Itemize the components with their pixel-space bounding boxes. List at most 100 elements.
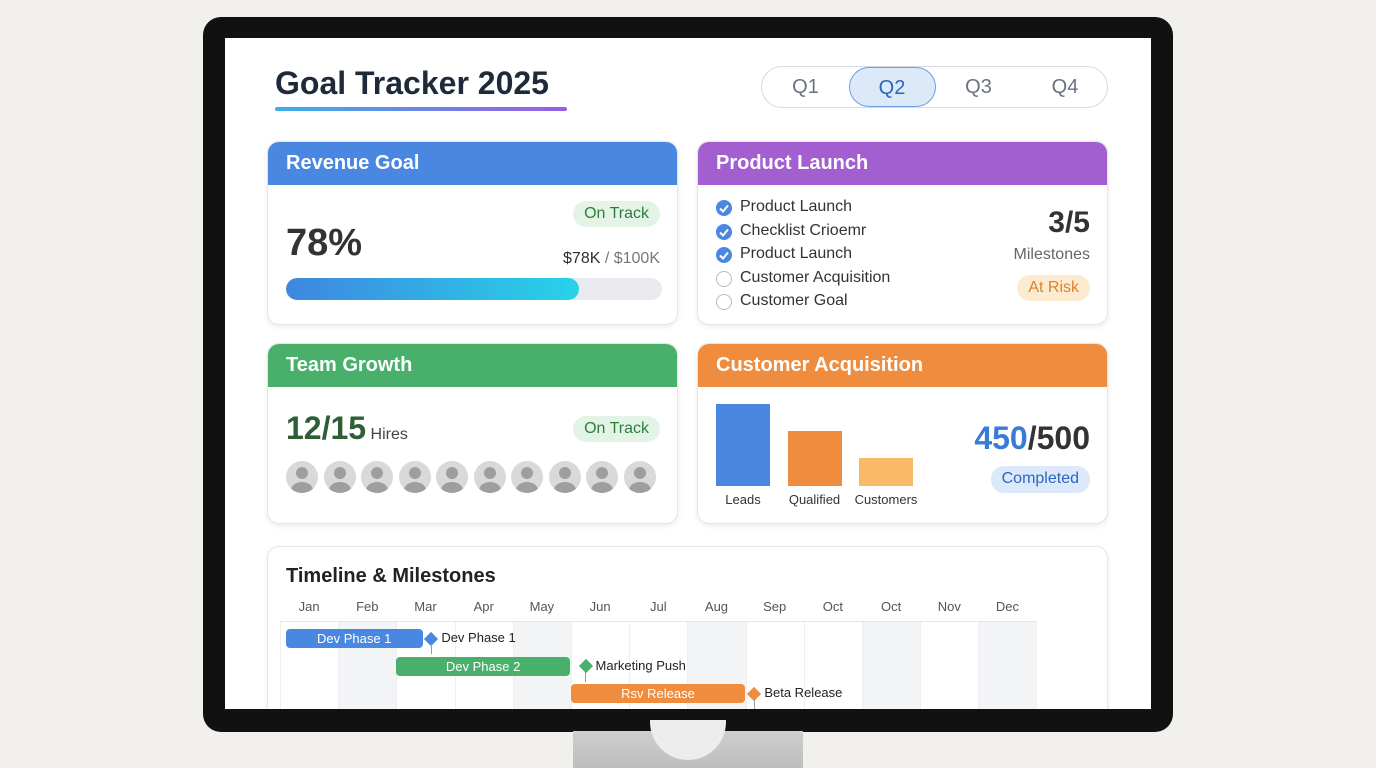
check-icon bbox=[716, 223, 732, 240]
month-label: Sep bbox=[763, 599, 787, 614]
check-item: Product Launch bbox=[740, 198, 853, 215]
quarter-switch: Q1 Q2 Q3 Q4 bbox=[761, 66, 1108, 108]
status-badge: At Risk bbox=[1017, 275, 1090, 301]
month-label: Nov bbox=[937, 599, 961, 614]
milestone-connector bbox=[585, 671, 587, 682]
page-title: Goal Tracker 2025 bbox=[275, 65, 549, 101]
month-label: Jul bbox=[649, 599, 667, 614]
avatar bbox=[436, 461, 468, 493]
funnel-label: Customers bbox=[854, 492, 918, 507]
month-label: Mar bbox=[414, 599, 437, 614]
quarter-tab[interactable]: Q1 bbox=[792, 76, 819, 98]
funnel-bar bbox=[787, 431, 842, 486]
avatar bbox=[511, 461, 543, 493]
check-icon bbox=[716, 270, 732, 287]
acquisition-target: /500 bbox=[1027, 420, 1090, 456]
card-title: Customer Acquisition bbox=[698, 344, 1107, 387]
task-bar: Dev Phase 1 bbox=[285, 629, 423, 648]
month-label: Feb bbox=[356, 599, 379, 614]
avatar-icon bbox=[516, 467, 538, 493]
milestone-connector bbox=[753, 699, 755, 709]
team-growth-card: Team Growth 12/15 Hires On Track bbox=[267, 343, 678, 524]
milestone-count: 3/5 bbox=[1048, 206, 1090, 239]
milestone-label: Marketing Push bbox=[595, 657, 686, 673]
acquisition-count: 450/500 bbox=[974, 420, 1090, 457]
month-label: Apr bbox=[473, 599, 494, 614]
status-badge: On Track bbox=[573, 201, 660, 227]
status-badge: On Track bbox=[573, 416, 660, 442]
check-item: Checklist Crioemr bbox=[740, 221, 867, 239]
hires: 12/15 Hires bbox=[286, 410, 408, 447]
timeline-title: Timeline & Milestones bbox=[286, 565, 496, 587]
funnel-bar bbox=[716, 404, 770, 486]
progress-track bbox=[286, 278, 662, 300]
check-icon bbox=[716, 247, 732, 264]
acquisition-current: 450 bbox=[974, 420, 1028, 456]
check-item: Product Launch bbox=[740, 245, 853, 263]
check-icon bbox=[716, 294, 732, 311]
avatar bbox=[586, 461, 618, 493]
avatar-icon bbox=[291, 467, 313, 493]
check-icon bbox=[716, 200, 732, 216]
task-bar: Rsv Release bbox=[571, 684, 746, 704]
percent-label: 78% bbox=[286, 222, 363, 264]
product-launch-card: Product Launch 3/5 Milestones At Risk Pr… bbox=[697, 141, 1108, 325]
funnel-label: Qualified bbox=[788, 492, 841, 507]
month-column bbox=[978, 621, 1037, 709]
quarter-tab[interactable]: Q2 bbox=[848, 67, 936, 107]
avatar bbox=[323, 461, 356, 493]
quarter-tab[interactable]: Q3 bbox=[965, 76, 992, 98]
month-column bbox=[862, 621, 921, 709]
avatar bbox=[361, 461, 393, 493]
check-mark bbox=[719, 204, 729, 213]
avatar-icon bbox=[628, 467, 651, 493]
check-item: Customer Acquisition bbox=[740, 268, 891, 286]
avatar-icon bbox=[478, 467, 501, 493]
funnel-bar bbox=[859, 458, 913, 486]
check-mark bbox=[719, 252, 729, 261]
month-label: Dec bbox=[995, 599, 1020, 614]
avatar-icon bbox=[328, 467, 351, 493]
avatar bbox=[473, 461, 506, 493]
check-item: Customer Goal bbox=[740, 292, 848, 310]
check-mark bbox=[719, 228, 729, 237]
card-title: Team Growth bbox=[268, 344, 677, 387]
month-label: Oct bbox=[880, 599, 902, 614]
quarter-tab[interactable]: Q4 bbox=[1051, 76, 1079, 98]
timeline-card: Timeline & Milestones Jan Feb Mar Apr May Jun… bbox=[267, 546, 1108, 709]
avatar-icon bbox=[403, 467, 426, 493]
hire-unit: Hires bbox=[370, 426, 408, 443]
screen: Goal Tracker 2025 Q1 Q2 Q3 Q4 Revenue Goal … bbox=[225, 38, 1151, 709]
avatar bbox=[398, 461, 431, 493]
avatar bbox=[286, 461, 318, 493]
milestone-label: Beta Release bbox=[764, 685, 843, 701]
milestone-label: Milestones bbox=[1013, 246, 1090, 263]
avatar bbox=[548, 461, 581, 493]
revenue-card: Revenue Goal On Track 78% $78K / $100K bbox=[267, 141, 678, 325]
customer-acquisition-card: Customer Acquisition 450/500 Completed L… bbox=[697, 343, 1108, 524]
amount: $78K / $100K bbox=[563, 250, 660, 268]
avatar bbox=[623, 461, 656, 493]
avatar-icon bbox=[553, 467, 576, 493]
month-label: Jun bbox=[589, 599, 611, 614]
task-bar: Dev Phase 2 bbox=[395, 656, 571, 676]
funnel-label: Leads bbox=[725, 492, 761, 507]
month-label: Oct bbox=[822, 599, 843, 614]
status-badge: Completed bbox=[990, 466, 1090, 493]
month-label: May bbox=[529, 599, 555, 614]
amount-current: $78K bbox=[563, 250, 601, 267]
card-title: Revenue Goal bbox=[268, 142, 677, 185]
month-column bbox=[803, 621, 862, 709]
month-label: Jan bbox=[298, 599, 320, 614]
avatar-icon bbox=[366, 467, 388, 493]
avatar-icon bbox=[591, 467, 613, 493]
card-title: Product Launch bbox=[698, 142, 1107, 185]
milestone-label: Dev Phase 1 bbox=[441, 630, 516, 645]
month-column bbox=[920, 621, 979, 709]
hire-count: 12/15 bbox=[286, 410, 367, 446]
avatar-icon bbox=[441, 467, 463, 493]
amount-target: / $100K bbox=[604, 250, 660, 267]
month-label: Aug bbox=[704, 599, 729, 614]
progress-fill bbox=[286, 278, 580, 300]
